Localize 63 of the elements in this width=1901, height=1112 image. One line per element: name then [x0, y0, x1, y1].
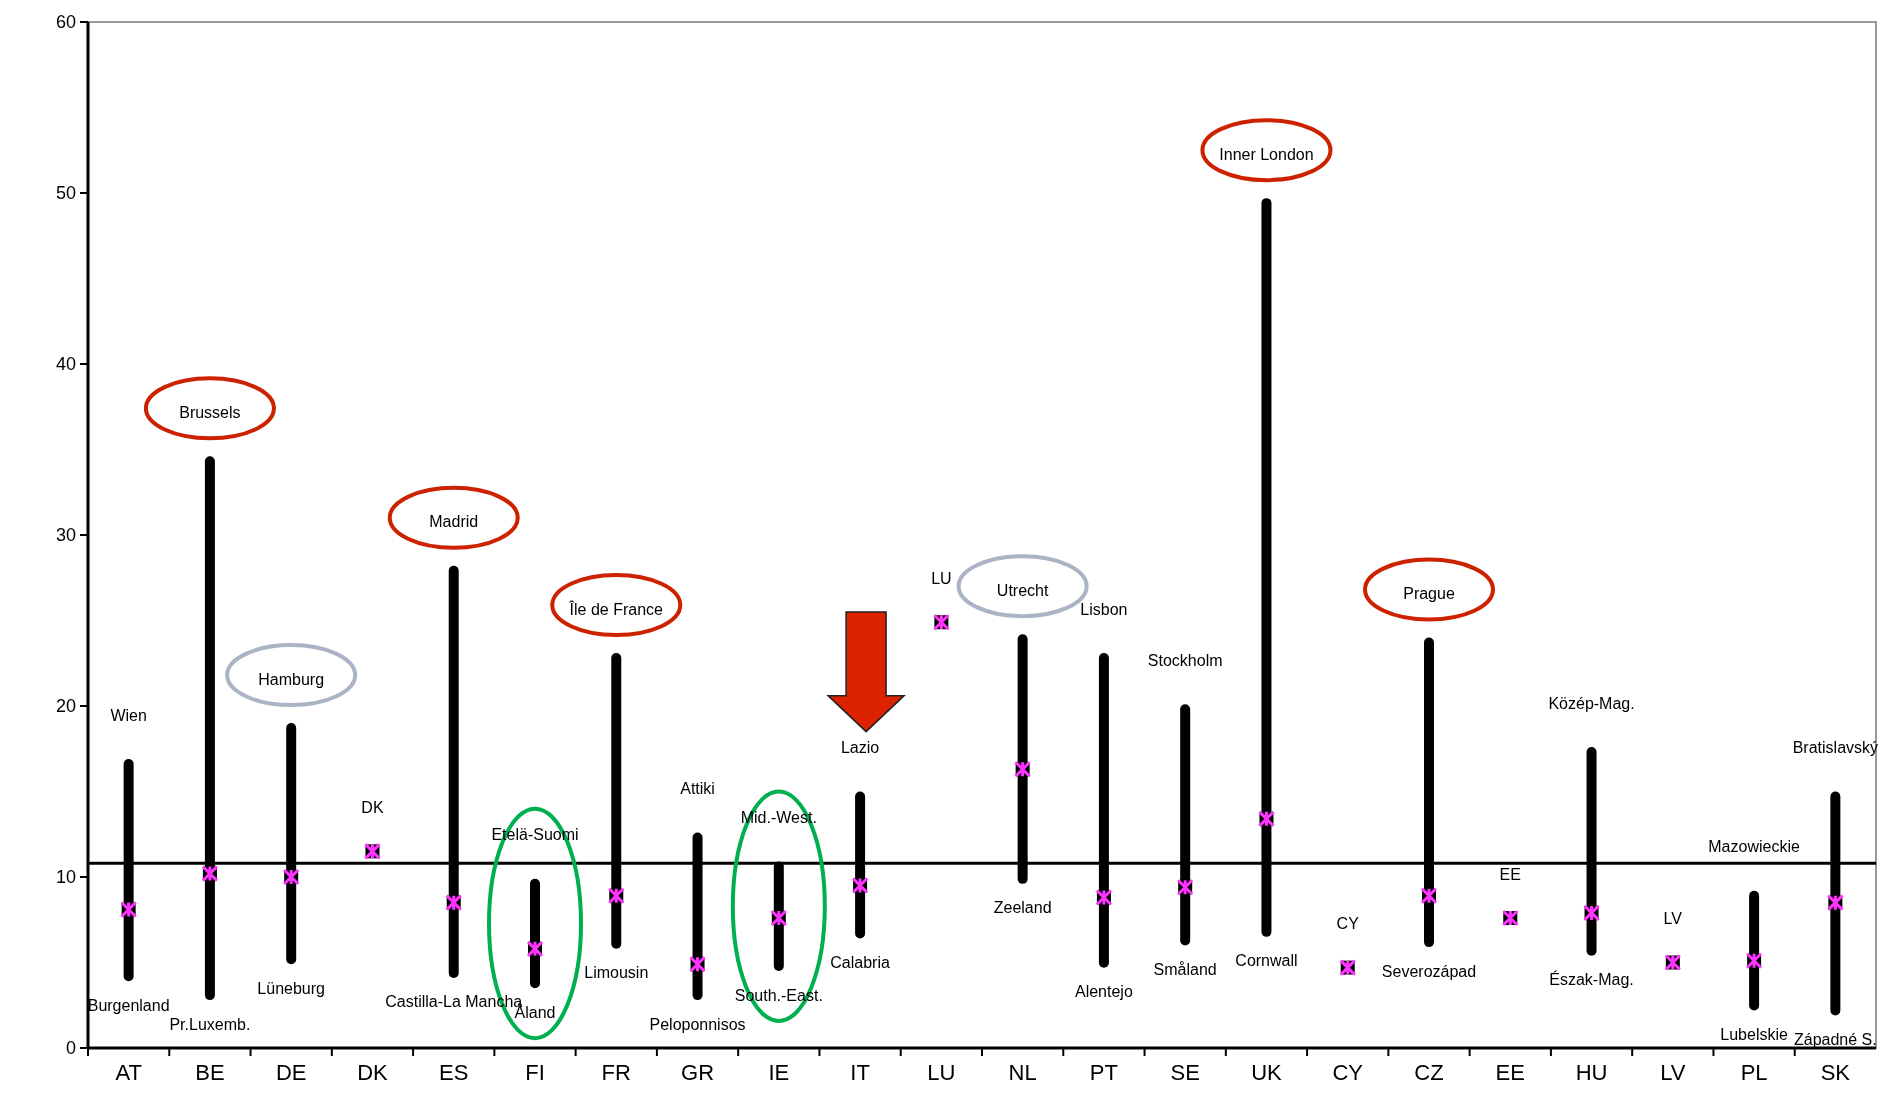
x-tick-label: FR: [601, 1060, 631, 1085]
x-tick-label: PL: [1740, 1060, 1768, 1085]
annotation: Prague: [1403, 585, 1455, 603]
y-tick-label: 10: [55, 867, 76, 888]
annotation: Utrecht: [996, 581, 1049, 599]
x-tick-label: LV: [1660, 1060, 1686, 1085]
y-tick-label: 30: [55, 525, 76, 546]
x-tick-label: FI: [525, 1060, 545, 1085]
annotation: Mazowieckie: [1708, 838, 1800, 856]
y-tick-label: 60: [55, 12, 76, 33]
annotation: Pr.Luxemb.: [169, 1015, 251, 1033]
x-tick-label: LU: [927, 1060, 956, 1085]
annotation: Lisbon: [1080, 600, 1128, 618]
annotation: CY: [1336, 915, 1360, 933]
x-tick-label: NL: [1008, 1060, 1037, 1085]
x-tick-label: SK: [1820, 1060, 1851, 1085]
annotation: LU: [931, 569, 952, 587]
x-tick-label: AT: [115, 1060, 142, 1085]
x-tick-label: GR: [681, 1060, 715, 1085]
y-tick-label: 0: [65, 1038, 76, 1059]
y-tick-label: 50: [55, 183, 76, 204]
annotation: Cornwall: [1235, 952, 1298, 970]
annotation: Zeeland: [993, 899, 1052, 917]
annotation: Wien: [110, 706, 147, 724]
x-tick-label: IE: [768, 1060, 790, 1085]
annotation: Lubelskie: [1720, 1025, 1788, 1043]
annotation: Burgenland: [87, 996, 170, 1014]
annotation: Észak-Mag.: [1549, 970, 1634, 989]
annotation: Západné S.: [1794, 1031, 1877, 1049]
x-tick-label: HU: [1575, 1060, 1608, 1085]
annotation: DK: [361, 798, 384, 816]
annotation: Lüneburg: [257, 979, 325, 997]
x-tick-label: PT: [1089, 1060, 1118, 1085]
annotation: EE: [1499, 865, 1521, 883]
annotation: Peloponnisos: [649, 1015, 746, 1033]
annotation: Lazio: [840, 739, 880, 757]
annotation: Calabria: [830, 954, 890, 972]
annotation: Limousin: [584, 964, 649, 982]
annotation: Stockholm: [1147, 651, 1223, 669]
annotation: Madrid: [429, 513, 479, 531]
annotation: Inner London: [1219, 145, 1314, 163]
annotation: Bratislavský: [1792, 739, 1879, 757]
x-tick-label: UK: [1251, 1060, 1283, 1085]
annotation: Hamburg: [258, 670, 325, 688]
x-tick-label: CY: [1332, 1060, 1364, 1085]
annotation: Közép-Mag.: [1548, 694, 1635, 712]
annotation: Attiki: [680, 780, 715, 798]
x-tick-label: EE: [1495, 1060, 1525, 1085]
annotation: LV: [1663, 910, 1683, 928]
annotation: Severozápad: [1381, 962, 1477, 980]
annotation: Alentejo: [1074, 983, 1133, 1001]
y-tick-label: 40: [55, 354, 76, 375]
annotation: Île de France: [568, 599, 664, 618]
annotation: Brussels: [179, 403, 241, 421]
x-tick-label: SE: [1170, 1060, 1200, 1085]
x-tick-label: DK: [357, 1060, 389, 1085]
x-tick-label: CZ: [1414, 1060, 1444, 1085]
x-tick-label: IT: [850, 1060, 870, 1085]
x-tick-label: DE: [275, 1060, 307, 1085]
y-tick-label: 20: [55, 696, 76, 717]
x-tick-label: ES: [439, 1060, 469, 1085]
x-tick-label: BE: [195, 1060, 225, 1085]
annotation: Småland: [1153, 961, 1217, 978]
